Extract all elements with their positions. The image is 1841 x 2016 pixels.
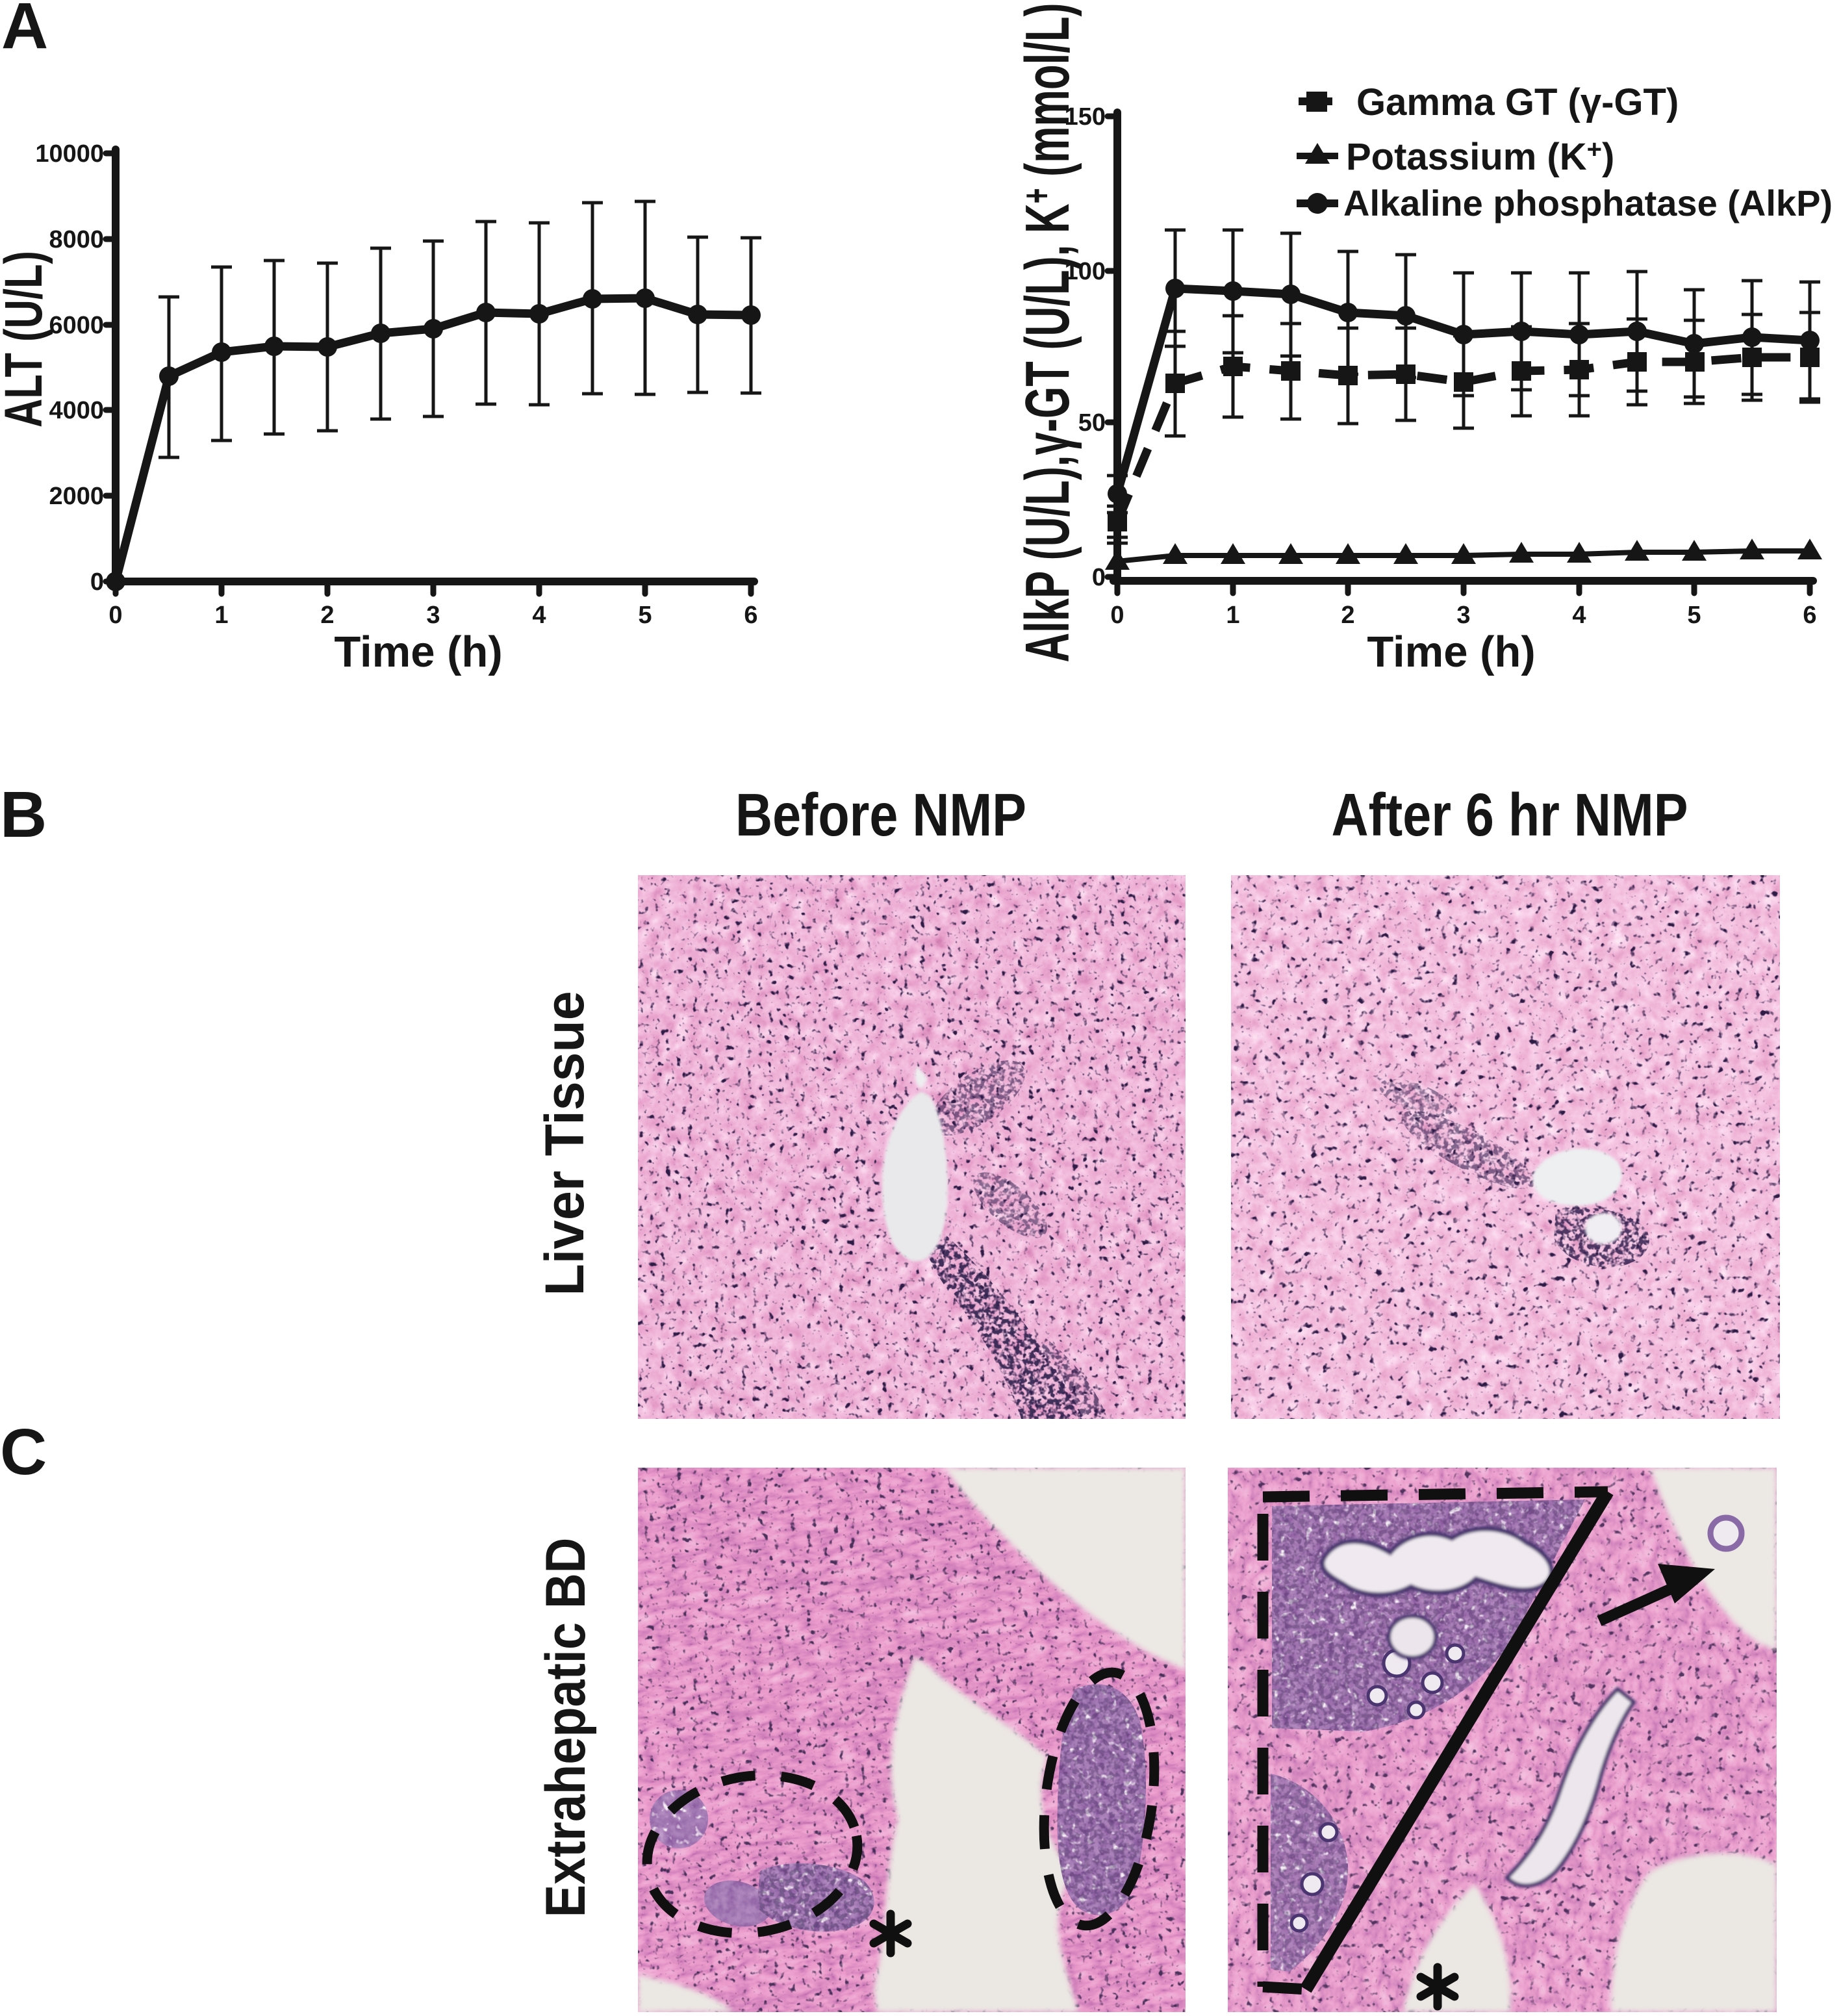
svg-text:8000: 8000 [49,226,104,253]
svg-text:A: A [1,0,48,62]
svg-text:3: 3 [426,602,440,629]
svg-text:6: 6 [744,602,757,629]
svg-text:AlkP (U/L),γ-GT (U/L), K+ (mmo: AlkP (U/L),γ-GT (U/L), K+ (mmol/L) [1013,3,1082,662]
svg-text:2: 2 [320,602,334,629]
svg-text:Before NMP: Before NMP [735,782,1026,849]
svg-text:50: 50 [1078,409,1106,437]
svg-text:150: 150 [1065,103,1106,131]
svg-text:2000: 2000 [49,483,104,510]
svg-text:5: 5 [1687,602,1701,629]
svg-text:4000: 4000 [49,397,104,424]
svg-text:Time (h): Time (h) [334,628,502,676]
svg-text:4: 4 [532,602,546,629]
svg-text:3: 3 [1456,602,1470,629]
svg-text:1: 1 [1226,602,1239,629]
svg-text:ALT (U/L): ALT (U/L) [0,251,53,427]
svg-text:Gamma GT (γ-GT): Gamma GT (γ-GT) [1356,81,1679,123]
svg-text:Potassium (K+): Potassium (K+) [1346,135,1614,178]
svg-text:B: B [0,778,47,851]
svg-text:6: 6 [1803,602,1816,629]
svg-text:Extrahepatic BD: Extrahepatic BD [535,1538,598,1918]
svg-text:2: 2 [1341,602,1354,629]
svg-text:10000: 10000 [35,140,104,168]
svg-text:0: 0 [108,602,122,629]
svg-text:0: 0 [1092,564,1106,591]
svg-text:1: 1 [214,602,228,629]
svg-text:100: 100 [1065,258,1106,285]
svg-text:Time (h): Time (h) [1367,628,1535,676]
svg-text:5: 5 [638,602,652,629]
svg-text:Alkaline phosphatase (AlkP): Alkaline phosphatase (AlkP) [1343,183,1833,223]
svg-text:0: 0 [90,568,104,596]
svg-text:0: 0 [1110,602,1124,629]
svg-text:C: C [0,1416,47,1488]
svg-text:4: 4 [1572,602,1586,629]
svg-text:6000: 6000 [49,312,104,339]
svg-text:After 6 hr NMP: After 6 hr NMP [1332,782,1688,849]
svg-text:Liver Tissue: Liver Tissue [535,991,596,1295]
